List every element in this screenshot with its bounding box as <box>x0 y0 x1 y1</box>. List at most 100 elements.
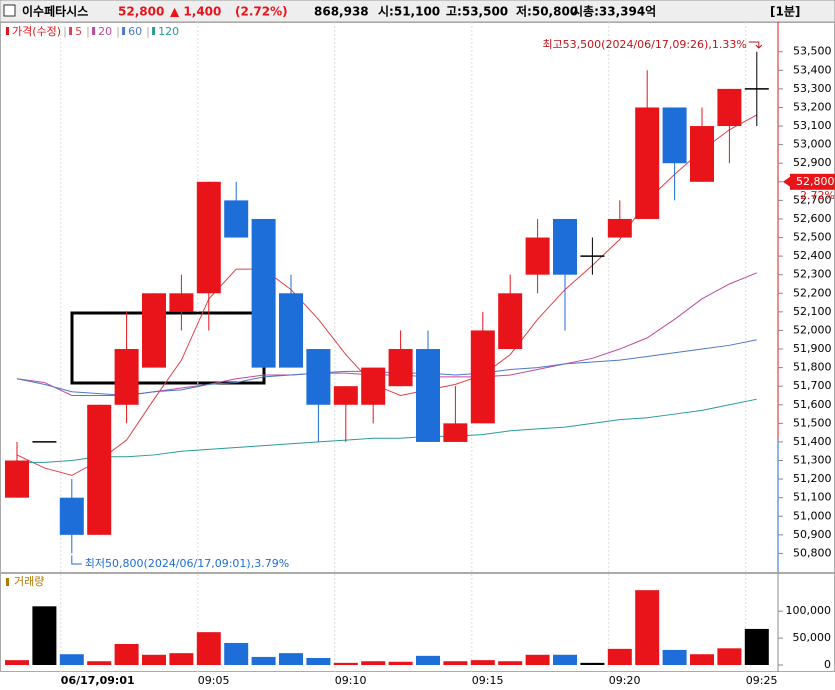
open-price: 시:51,100 <box>378 5 440 19</box>
volume-bar <box>662 649 687 665</box>
candle-body <box>717 88 742 127</box>
change-pct: (2.72%) <box>235 5 288 19</box>
y-tick-label: 50,900 <box>793 528 832 541</box>
volume-bar <box>361 661 386 665</box>
volume-bar <box>690 654 714 665</box>
y-tick-label: 50,000 <box>793 631 832 644</box>
legend-separator: | <box>63 25 67 38</box>
candle-body <box>607 218 632 238</box>
price-marker <box>790 173 835 190</box>
volume-marker <box>6 578 9 586</box>
legend-marker <box>152 27 156 35</box>
candle-body <box>388 349 413 387</box>
volume-bar <box>635 590 660 665</box>
candle-body <box>87 404 112 535</box>
y-tick-label: 53,000 <box>793 138 832 151</box>
y-tick-label: 51,700 <box>793 379 832 392</box>
y-tick-label: 51,300 <box>793 454 832 467</box>
ma-line <box>16 114 758 476</box>
volume-bar <box>279 653 303 665</box>
volume-bar <box>224 642 249 665</box>
volume-bar <box>59 654 84 665</box>
candle-body <box>169 293 194 312</box>
volume-bar <box>553 654 577 665</box>
volume-bar <box>717 648 742 665</box>
volume: 868,938 <box>314 5 369 19</box>
y-tick-label: 52,400 <box>793 249 832 262</box>
candle-body <box>662 107 687 164</box>
x-tick-label: 09:20 <box>609 674 641 687</box>
y-tick-label: 0 <box>824 658 831 671</box>
volume-bar <box>580 662 605 665</box>
candle-body <box>443 423 468 442</box>
legend-separator: | <box>146 25 150 38</box>
legend-separator: | <box>116 25 120 38</box>
high-price: 고:53,500 <box>446 5 508 19</box>
volume-bar <box>251 656 276 665</box>
y-tick-label: 52,300 <box>793 268 832 281</box>
candle-body <box>224 200 249 238</box>
y-tick-label: 52,500 <box>793 231 832 244</box>
x-tick-label: 09:15 <box>472 674 504 687</box>
change: ▲ 1,400 <box>170 5 221 19</box>
y-tick-label: 51,900 <box>793 342 832 355</box>
volume-bar <box>169 653 194 665</box>
low-annotation: 최저50,800(2024/06/17,09:01),3.79% <box>85 557 289 570</box>
volume-bar <box>32 606 57 665</box>
legend-marker <box>69 27 73 35</box>
drawn-box[interactable] <box>70 311 266 385</box>
y-tick-label: 52,600 <box>793 212 832 225</box>
legend-label: 60 <box>128 25 142 38</box>
candle-body <box>306 349 331 405</box>
x-tick-label: 09:05 <box>198 674 230 687</box>
y-tick-label: 50,800 <box>793 546 832 559</box>
y-tick-label: 51,400 <box>793 435 832 448</box>
volume-title: 거래량 <box>14 575 44 588</box>
y-tick-label: 52,200 <box>793 286 832 299</box>
candle-body <box>59 497 84 535</box>
volume-bar <box>114 644 139 665</box>
price-marker-label: 52,800 <box>796 175 835 188</box>
y-tick-label: 51,100 <box>793 491 832 504</box>
low-price: 저:50,800 <box>516 4 578 19</box>
legend-marker <box>6 27 9 35</box>
interval[interactable]: [1분] <box>770 5 800 19</box>
ma-line <box>17 398 757 463</box>
legend-separator: | <box>86 25 90 38</box>
candle-body <box>553 218 577 275</box>
x-tick-label: 09:25 <box>746 674 778 687</box>
price: 52,800 <box>118 5 164 19</box>
y-tick-label: 53,200 <box>793 100 832 113</box>
header-icon[interactable] <box>3 4 16 17</box>
y-tick-label: 100,000 <box>786 604 832 617</box>
volume-bar <box>416 655 440 665</box>
volume-bar <box>744 628 769 665</box>
volume-bar <box>142 654 166 665</box>
y-tick-label: 51,800 <box>793 361 832 374</box>
price-marker-change: 2.72% <box>800 189 835 202</box>
y-tick-label: 53,400 <box>793 63 832 76</box>
market-cap: 시총:33,394억 <box>572 4 656 19</box>
candle-body <box>5 460 29 498</box>
candle-body <box>142 293 166 368</box>
candle-body <box>635 107 660 219</box>
x-tick-label: 09:10 <box>335 674 367 687</box>
y-tick-label: 52,700 <box>793 193 832 206</box>
candle-body <box>279 293 303 368</box>
y-tick-label: 51,200 <box>793 472 832 485</box>
y-tick-label: 52,000 <box>793 323 832 336</box>
candle-body <box>416 349 440 442</box>
y-tick-label: 53,100 <box>793 119 832 132</box>
legend-marker <box>122 27 126 35</box>
candle-body <box>361 367 386 405</box>
y-tick-label: 51,600 <box>793 398 832 411</box>
legend-label: 20 <box>98 25 112 38</box>
y-tick-label: 52,100 <box>793 305 832 318</box>
volume-bar <box>196 632 221 665</box>
legend: 가격(수정) | 5 | 20 | 60 | 120 <box>6 25 179 38</box>
high-annotation: 최고53,500(2024/06/17,09:26),1.33% <box>542 38 746 51</box>
price-marker-arrow <box>783 176 790 187</box>
legend-label: 120 <box>158 25 179 38</box>
legend-label: 5 <box>75 25 82 38</box>
